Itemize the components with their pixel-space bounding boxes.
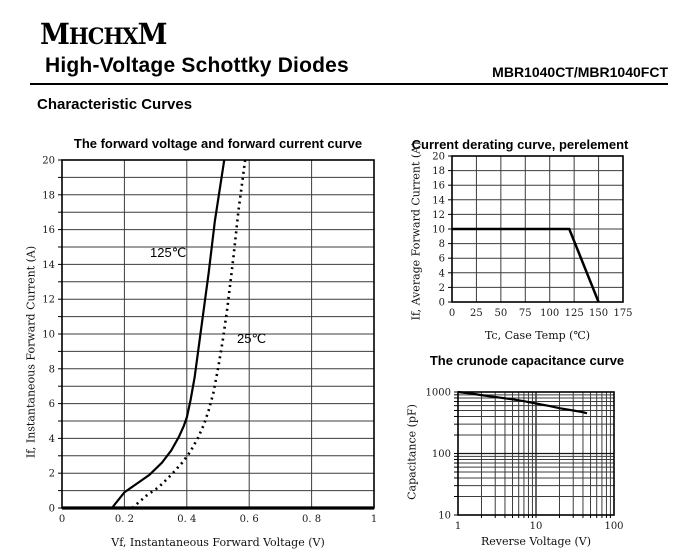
forward-voltage-x-axis-title: Vf, Instantaneous Forward Voltage (V) (111, 536, 325, 549)
logo-letter: M (137, 18, 168, 52)
forward-voltage-curve-x-tick: 0. 2 (115, 514, 134, 525)
part-number: MBR1040CT/MBR1040FCT (492, 64, 668, 80)
forward-voltage-curve-x-tick: 0 (59, 514, 65, 525)
page-title: High-Voltage Schottky Diodes (45, 54, 349, 77)
current-derating-curve-y-tick: 8 (439, 239, 445, 250)
forward-voltage-y-axis-title: If, Instantaneous Forward Current (A) (24, 245, 38, 459)
series-label-125c: 125℃ (150, 245, 187, 260)
current-derating-curve-x-tick: 0 (449, 308, 455, 319)
forward-voltage-curve-y-tick: 12 (42, 295, 55, 306)
capacitance-x-axis-title: Reverse Voltage (V) (480, 535, 592, 548)
capacitance-y-axis-title: Capacitance (pF) (405, 404, 419, 500)
current-derating-curve-y-tick: 10 (432, 225, 445, 236)
forward-voltage-curve-x-tick: 1 (371, 514, 377, 525)
logo-letter: M (40, 18, 70, 52)
forward-voltage-curve-y-tick: 20 (42, 156, 55, 167)
forward-voltage-curve-gridlines (62, 160, 374, 508)
current-derating-curve-y-tick: 20 (432, 152, 445, 163)
current-derating-curve-x-tick: 75 (519, 308, 532, 319)
current-derating-curve-x-tick: 25 (470, 308, 483, 319)
current-derating-curve-y-tick: 16 (432, 181, 445, 192)
crunode-capacitance-curve-y-tick: 10 (438, 511, 451, 522)
forward-voltage-curve-tick-marks (58, 159, 62, 509)
current-derating-curve-x-tick: 50 (494, 308, 507, 319)
current-derating-curve-y-tick: 12 (432, 210, 445, 221)
series-label-25c: 25℃ (237, 331, 267, 346)
current-derating-curve-y-tick: 4 (439, 268, 445, 279)
current-derating-curve-x-tick: 175 (613, 308, 632, 319)
forward-voltage-curve-x-tick: 0. 6 (240, 514, 259, 525)
current-derating-curve-gridlines (452, 156, 623, 302)
derating-x-axis-title: Tc, Case Temp (℃) (484, 329, 591, 342)
crunode-capacitance-curve-series-0 (457, 390, 588, 415)
forward-voltage-curve-series-1 (131, 159, 247, 509)
crunode-capacitance-curve-y-tick: 1000 (426, 388, 451, 399)
forward-voltage-curve-y-tick: 8 (49, 364, 55, 375)
current-derating-curve-y-tick: 6 (439, 254, 445, 265)
derating-y-axis-title: If, Average Forward Current (A) (409, 141, 423, 321)
crunode-capacitance-curve-gridlines (458, 392, 614, 515)
derating-chart: 0 25 50 75 100 125 150 175 0 2 4 6 8 10 12 14 16 18 20 (432, 152, 632, 320)
logo-letter: HCHX (68, 22, 139, 50)
current-derating-curve-tick-marks (448, 155, 452, 303)
current-derating-curve-y-tick: 14 (432, 195, 445, 206)
current-derating-curve-x-tick: 150 (589, 308, 608, 319)
current-derating-curve-y-tick: 2 (439, 283, 445, 294)
forward-voltage-curve-y-tick: 2 (49, 469, 55, 480)
current-derating-curve-y-tick: 0 (439, 298, 445, 309)
brand-logo: MHCHXM (40, 18, 168, 52)
header-divider (30, 83, 668, 85)
crunode-capacitance-curve-y-tick: 100 (432, 449, 451, 460)
forward-voltage-curve-x-tick: 0. 4 (177, 514, 196, 525)
derating-chart-title: Current derating curve, perelement (411, 137, 629, 152)
forward-voltage-curve-y-tick: 0 (49, 504, 55, 515)
current-derating-curve-series-0 (452, 227, 600, 303)
current-derating-curve-tick-labels: 0 25 50 75 100 125 150 175 0 2 4 6 8 10 12 14 16 18 20 (432, 152, 632, 320)
forward-voltage-curve-y-tick: 10 (42, 330, 55, 341)
section-heading: Characteristic Curves (37, 96, 193, 113)
crunode-capacitance-curve-x-tick: 1 (455, 521, 461, 532)
forward-voltage-curve-y-tick: 6 (49, 399, 55, 410)
crunode-capacitance-curve-tick-marks (454, 391, 611, 518)
crunode-capacitance-curve-x-tick: 100 (604, 521, 623, 532)
forward-voltage-curve-x-tick: 0. 8 (302, 514, 321, 525)
forward-voltage-curve-y-tick: 16 (42, 225, 55, 236)
forward-voltage-curve-series-0 (111, 159, 226, 509)
current-derating-curve-x-tick: 100 (540, 308, 559, 319)
forward-voltage-curve-y-tick: 4 (49, 434, 55, 445)
capacitance-chart-title: The crunode capacitance curve (429, 353, 625, 368)
capacitance-chart: 1 10 100 10 100 1000 (426, 388, 624, 533)
crunode-capacitance-curve-tick-labels: 1 10 100 10 100 1000 (426, 388, 624, 533)
forward-voltage-chart-title: The forward voltage and forward current … (73, 136, 363, 151)
current-derating-curve-y-tick: 18 (432, 166, 445, 177)
forward-voltage-curve-y-tick: 18 (42, 190, 55, 201)
forward-voltage-curve-y-tick: 14 (42, 260, 55, 271)
current-derating-curve-x-tick: 125 (565, 308, 584, 319)
crunode-capacitance-curve-x-tick: 10 (530, 521, 543, 532)
